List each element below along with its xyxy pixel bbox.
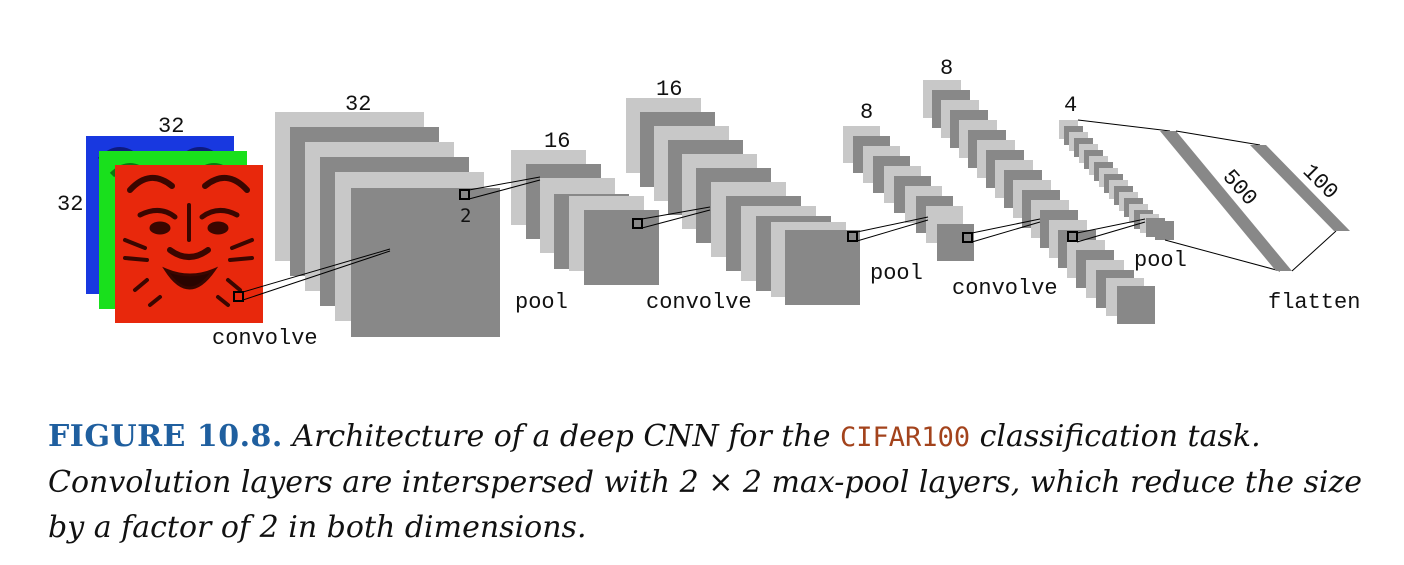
kernel-size-label: 2 bbox=[460, 205, 471, 227]
conv1-kernel-marker bbox=[459, 189, 470, 200]
pool1-feature-maps bbox=[511, 150, 659, 285]
tiger-face-icon bbox=[123, 175, 254, 307]
conv3-kernel-marker bbox=[1067, 231, 1078, 242]
conv3-size-label: 8 bbox=[940, 56, 953, 81]
conv1-feature-maps bbox=[275, 112, 500, 337]
caption-text-part-1: Architecture of a deep CNN for the bbox=[282, 419, 841, 454]
conv2-feature-maps bbox=[626, 98, 860, 305]
figure-caption: FIGURE 10.8. Architecture of a deep CNN … bbox=[48, 414, 1398, 550]
caption-text-part-2: classification task. Convolution layers … bbox=[48, 419, 1363, 545]
pool2-feature-maps bbox=[843, 126, 974, 261]
conv2-size-label: 16 bbox=[656, 77, 682, 102]
dense-layer-100 bbox=[1250, 145, 1350, 231]
convolve-label-3: convolve bbox=[952, 276, 1058, 301]
conv3-feature-maps bbox=[923, 80, 1155, 324]
pool-label-3: pool bbox=[1134, 248, 1187, 273]
cnn-architecture-diagram: 32 32 32 2 16 bbox=[57, 56, 1360, 351]
conv2-kernel-marker bbox=[847, 231, 858, 242]
pool3-feature-maps bbox=[1059, 120, 1174, 240]
flatten-layers bbox=[1077, 119, 1350, 272]
dataset-name: CIFAR100 bbox=[840, 422, 971, 453]
input-width-label: 32 bbox=[57, 192, 83, 217]
convolve-label-2: convolve bbox=[646, 290, 752, 315]
pool-label-2: pool bbox=[870, 261, 923, 286]
pool2-size-label: 8 bbox=[860, 100, 873, 125]
convolve-label-1: convolve bbox=[212, 326, 318, 351]
figure-number: FIGURE 10.8. bbox=[48, 419, 283, 454]
input-height-label: 32 bbox=[158, 114, 184, 139]
dense-layer-500 bbox=[1160, 131, 1292, 271]
pool-label-1: pool bbox=[515, 290, 568, 315]
pool3-size-label: 4 bbox=[1064, 93, 1077, 118]
pool1-size-label: 16 bbox=[544, 129, 570, 154]
flatten-label: flatten bbox=[1268, 290, 1360, 315]
pool2-kernel-marker bbox=[962, 232, 973, 243]
receptive-field-marker bbox=[233, 291, 244, 302]
input-image bbox=[86, 136, 263, 323]
pool1-kernel-marker bbox=[632, 218, 643, 229]
conv1-size-label: 32 bbox=[345, 92, 371, 117]
